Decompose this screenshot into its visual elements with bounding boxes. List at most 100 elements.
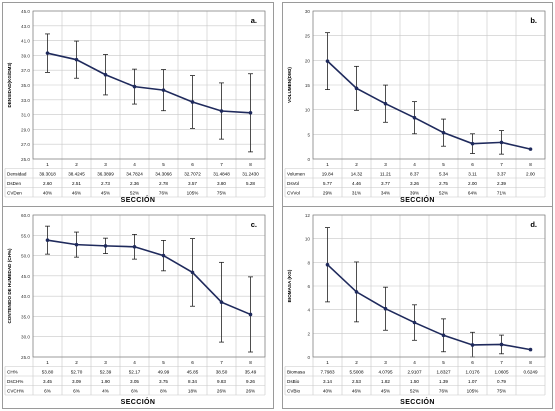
data-point — [383, 101, 388, 106]
table-cell: 8% — [160, 388, 167, 393]
chart-b-xlabel: SECCIÓN — [400, 197, 435, 204]
table-cell: 5.34 — [439, 171, 448, 176]
table-cell: 75% — [497, 388, 506, 393]
y-tick-label: 29.0 — [21, 127, 30, 132]
table-cell: 3.11 — [468, 171, 477, 176]
table-cell: 1.82 — [381, 379, 390, 384]
y-tick-label: 25.0 — [21, 355, 30, 360]
x-tick-label: 5 — [442, 162, 445, 167]
y-tick-label: 10 — [305, 237, 311, 242]
table-cell: 2.9107 — [407, 369, 421, 374]
data-point — [248, 111, 253, 115]
table-cell: 39.3018 — [39, 171, 56, 176]
data-point — [161, 253, 166, 258]
table-cell: 31.4848 — [213, 171, 230, 176]
table-cell: 45% — [101, 190, 110, 195]
data-point — [528, 347, 533, 352]
x-tick-label: 8 — [249, 162, 252, 167]
table-row-label: CVVol — [287, 190, 300, 195]
table-cell: 5.5008 — [349, 369, 363, 374]
y-tick-label: 25.0 — [21, 157, 30, 162]
table-cell: 1.0176 — [465, 369, 479, 374]
data-point — [74, 242, 79, 247]
data-point — [219, 109, 224, 113]
data-point — [325, 59, 330, 63]
table-row-label: DsBio — [287, 379, 300, 384]
y-tick-label: 12 — [305, 213, 311, 218]
data-point — [219, 300, 224, 305]
x-tick-label: 6 — [471, 360, 474, 365]
data-point — [325, 262, 330, 267]
panel-letter: b. — [530, 16, 537, 25]
panel-letter: c. — [251, 220, 257, 229]
x-tick-label: 2 — [355, 162, 358, 167]
data-point — [45, 51, 50, 55]
data-point — [74, 57, 79, 62]
table-cell: 1.50 — [410, 379, 419, 384]
table-cell: 2.00 — [468, 181, 477, 186]
table-cell: 26% — [217, 388, 226, 393]
x-tick-label: 2 — [355, 360, 358, 365]
table-cell: 2.51 — [72, 181, 81, 186]
x-tick-label: 1 — [46, 360, 49, 365]
data-point — [132, 84, 137, 89]
table-row-label: DsCH% — [7, 379, 23, 384]
table-cell: 31.2430 — [242, 171, 259, 176]
table-cell: 4.0795 — [378, 369, 392, 374]
table-cell: 5.28 — [246, 181, 255, 186]
y-tick-label: 43.0 — [21, 24, 30, 29]
data-point — [383, 306, 388, 311]
series-line — [326, 264, 531, 351]
table-cell: 105% — [187, 190, 199, 195]
y-tick-label: 40.0 — [21, 294, 30, 299]
table-cell: 3.77 — [381, 181, 390, 186]
y-tick-label: 0 — [307, 355, 310, 360]
y-tick-label: 31.0 — [21, 113, 30, 118]
table-cell: 35.49 — [245, 369, 257, 374]
table-cell: 2.36 — [130, 181, 139, 186]
y-axis-title: BIOMASA (KG) — [287, 269, 292, 302]
table-cell: 9.26 — [246, 379, 255, 384]
table-row-label: Densidad — [7, 171, 27, 176]
table-cell: 26% — [246, 388, 255, 393]
x-tick-label: 8 — [529, 360, 532, 365]
table-cell: 0.79 — [497, 379, 506, 384]
x-tick-label: 7 — [220, 360, 223, 365]
table-row-label: CVBio — [287, 388, 300, 393]
table-cell: 2.39 — [497, 181, 506, 186]
table-cell: 52.39 — [100, 369, 112, 374]
table-cell: 5.77 — [323, 181, 332, 186]
data-point — [354, 86, 359, 91]
table-cell: 3.37 — [497, 171, 506, 176]
table-cell: 8.37 — [410, 171, 419, 176]
data-point — [412, 115, 417, 120]
table-cell: 2.60 — [43, 181, 52, 186]
y-tick-label: 30.0 — [21, 335, 30, 340]
x-tick-label: 8 — [529, 162, 532, 167]
table-cell: 1.07 — [468, 379, 477, 384]
y-tick-label: 37.0 — [21, 68, 30, 73]
data-point — [103, 244, 108, 248]
y-axis-title: CONTENIDO DE HUMEDAD (CH%) — [7, 248, 12, 324]
y-tick-label: 45.0 — [21, 274, 30, 279]
y-tick-label: 5 — [307, 132, 310, 137]
x-tick-label: 7 — [500, 360, 503, 365]
table-cell: 45% — [381, 388, 390, 393]
x-tick-label: 8 — [249, 360, 252, 365]
y-tick-label: 60.0 — [21, 213, 30, 218]
table-cell: 71% — [497, 190, 506, 195]
x-tick-label: 3 — [104, 360, 107, 365]
plot-frame — [32, 10, 266, 160]
table-cell: 53.80 — [42, 369, 54, 374]
table-cell: 46% — [72, 190, 81, 195]
data-point — [528, 147, 533, 151]
panel-letter: d. — [530, 220, 537, 229]
y-tick-label: 6 — [307, 284, 310, 289]
x-tick-label: 5 — [162, 360, 165, 365]
x-tick-label: 1 — [326, 360, 329, 365]
table-cell: 31% — [352, 190, 361, 195]
table-cell: 75% — [217, 190, 226, 195]
y-axis-title: DENSIDAD(KG/DM3) — [7, 62, 12, 107]
table-cell: 52% — [410, 388, 419, 393]
table-cell: 45.85 — [187, 369, 199, 374]
